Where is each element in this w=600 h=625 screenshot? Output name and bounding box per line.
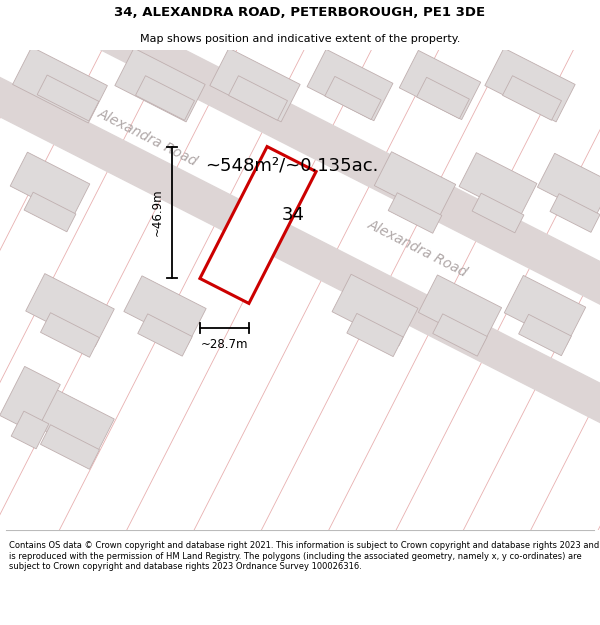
Polygon shape [485, 48, 575, 122]
Polygon shape [41, 312, 100, 358]
Polygon shape [124, 276, 206, 344]
Text: ~548m²/~0.135ac.: ~548m²/~0.135ac. [205, 156, 379, 174]
Polygon shape [26, 384, 114, 456]
Polygon shape [332, 274, 418, 346]
Polygon shape [416, 78, 469, 119]
Polygon shape [0, 366, 61, 434]
Polygon shape [136, 76, 194, 120]
Polygon shape [459, 152, 537, 218]
Polygon shape [325, 76, 381, 119]
Polygon shape [503, 76, 562, 120]
Text: 34: 34 [281, 206, 305, 224]
Polygon shape [472, 193, 524, 232]
Polygon shape [10, 152, 90, 218]
Polygon shape [347, 313, 403, 357]
Polygon shape [37, 75, 99, 121]
Polygon shape [550, 194, 600, 232]
Polygon shape [374, 152, 456, 218]
Polygon shape [0, 0, 600, 351]
Polygon shape [433, 314, 487, 356]
Polygon shape [26, 274, 114, 346]
Text: Contains OS data © Crown copyright and database right 2021. This information is : Contains OS data © Crown copyright and d… [9, 541, 599, 571]
Polygon shape [24, 192, 76, 232]
Text: ~46.9m: ~46.9m [151, 189, 164, 236]
Polygon shape [0, 30, 600, 470]
Text: Map shows position and indicative extent of the property.: Map shows position and indicative extent… [140, 34, 460, 44]
Polygon shape [229, 76, 287, 120]
Text: Alexandra Road: Alexandra Road [366, 217, 470, 279]
Text: 34, ALEXANDRA ROAD, PETERBOROUGH, PE1 3DE: 34, ALEXANDRA ROAD, PETERBOROUGH, PE1 3D… [115, 6, 485, 19]
Polygon shape [13, 47, 107, 123]
Polygon shape [518, 314, 571, 356]
Polygon shape [11, 411, 49, 449]
Polygon shape [504, 276, 586, 344]
Polygon shape [399, 51, 481, 119]
Polygon shape [115, 48, 205, 122]
Text: ~28.7m: ~28.7m [200, 338, 248, 351]
Polygon shape [41, 425, 100, 469]
Polygon shape [307, 49, 393, 121]
Polygon shape [138, 314, 192, 356]
Polygon shape [538, 153, 600, 217]
Polygon shape [200, 147, 316, 303]
Polygon shape [210, 48, 300, 122]
Text: Alexandra Road: Alexandra Road [96, 106, 200, 168]
Polygon shape [418, 275, 502, 345]
Polygon shape [388, 192, 442, 233]
